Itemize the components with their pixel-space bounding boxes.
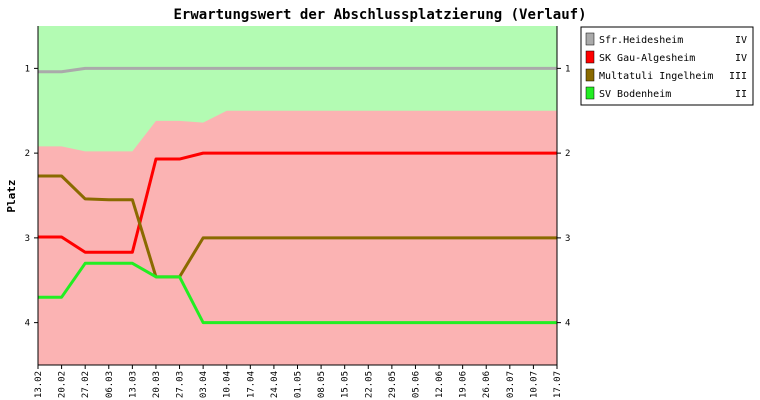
legend-swatch xyxy=(585,32,595,46)
y-tick-label-left: 1 xyxy=(25,64,30,74)
legend-item-name: Sfr.Heidesheim xyxy=(599,35,683,46)
x-tick-label: 12.06 xyxy=(435,371,445,398)
legend-swatch xyxy=(585,68,595,82)
legend-item-league: IV xyxy=(735,35,747,46)
y-tick-label-left: 4 xyxy=(25,319,30,329)
x-tick-label: 03.04 xyxy=(199,371,209,398)
legend-swatch xyxy=(585,86,595,100)
legend-swatch xyxy=(585,50,595,64)
x-tick-label: 17.07 xyxy=(553,371,563,398)
x-tick-label: 03.07 xyxy=(506,371,516,398)
x-tick-label: 10.07 xyxy=(529,371,539,398)
legend: Sfr.Heidesheim IV SK Gau-Algesheim IV Multat… xyxy=(580,26,754,106)
legend-item-league: II xyxy=(735,89,747,100)
y-tick-label-right: 2 xyxy=(565,149,570,159)
y-tick-label-right: 3 xyxy=(565,234,570,244)
chart-title: Erwartungswert der Abschlussplatzierung … xyxy=(173,7,586,23)
legend-item-name: SK Gau-Algesheim xyxy=(599,53,695,64)
x-tick-label: 08.05 xyxy=(317,371,327,398)
x-tick-label: 27.03 xyxy=(176,371,186,398)
series-line xyxy=(38,174,557,279)
x-tick-label: 20.02 xyxy=(58,371,68,398)
x-tick-label: 22.05 xyxy=(364,371,374,398)
x-tick-label: 13.02 xyxy=(34,371,44,398)
legend-item-league: III xyxy=(729,71,747,82)
series-line xyxy=(38,66,557,74)
x-tick-label: 05.06 xyxy=(411,371,421,398)
x-tick-label: 01.05 xyxy=(294,371,304,398)
series-line xyxy=(38,151,557,254)
legend-item-name: SV Bodenheim xyxy=(599,89,671,100)
y-axis-label: Platz xyxy=(5,179,18,212)
x-tick-label: 06.03 xyxy=(105,371,115,398)
band-upper xyxy=(38,26,557,152)
plot-area: 1 1 2 2 3 3 4 4 13.02 20.02 27.02 06.03 13.03 20.03 27… xyxy=(25,26,570,398)
y-tick-label-right: 1 xyxy=(565,64,570,74)
x-tick-label: 26.06 xyxy=(482,371,492,398)
x-tick-label: 15.05 xyxy=(341,371,351,398)
legend-item-league: IV xyxy=(735,53,747,64)
x-tick-label: 24.04 xyxy=(270,371,280,398)
x-tick-label: 19.06 xyxy=(459,371,469,398)
y-tick-label-left: 3 xyxy=(25,234,30,244)
x-tick-label: 29.05 xyxy=(388,371,398,398)
x-tick-label: 20.03 xyxy=(152,371,162,398)
series-line xyxy=(38,261,557,325)
legend-box xyxy=(580,26,754,106)
y-tick-label-left: 2 xyxy=(25,149,30,159)
x-tick-label: 27.02 xyxy=(81,371,91,398)
x-tick-label: 13.03 xyxy=(128,371,138,398)
y-tick-label-right: 4 xyxy=(565,319,570,329)
x-tick-label: 10.04 xyxy=(223,371,233,398)
legend-item-name: Multatuli Ingelheim xyxy=(599,71,713,82)
x-tick-label: 17.04 xyxy=(246,371,256,398)
